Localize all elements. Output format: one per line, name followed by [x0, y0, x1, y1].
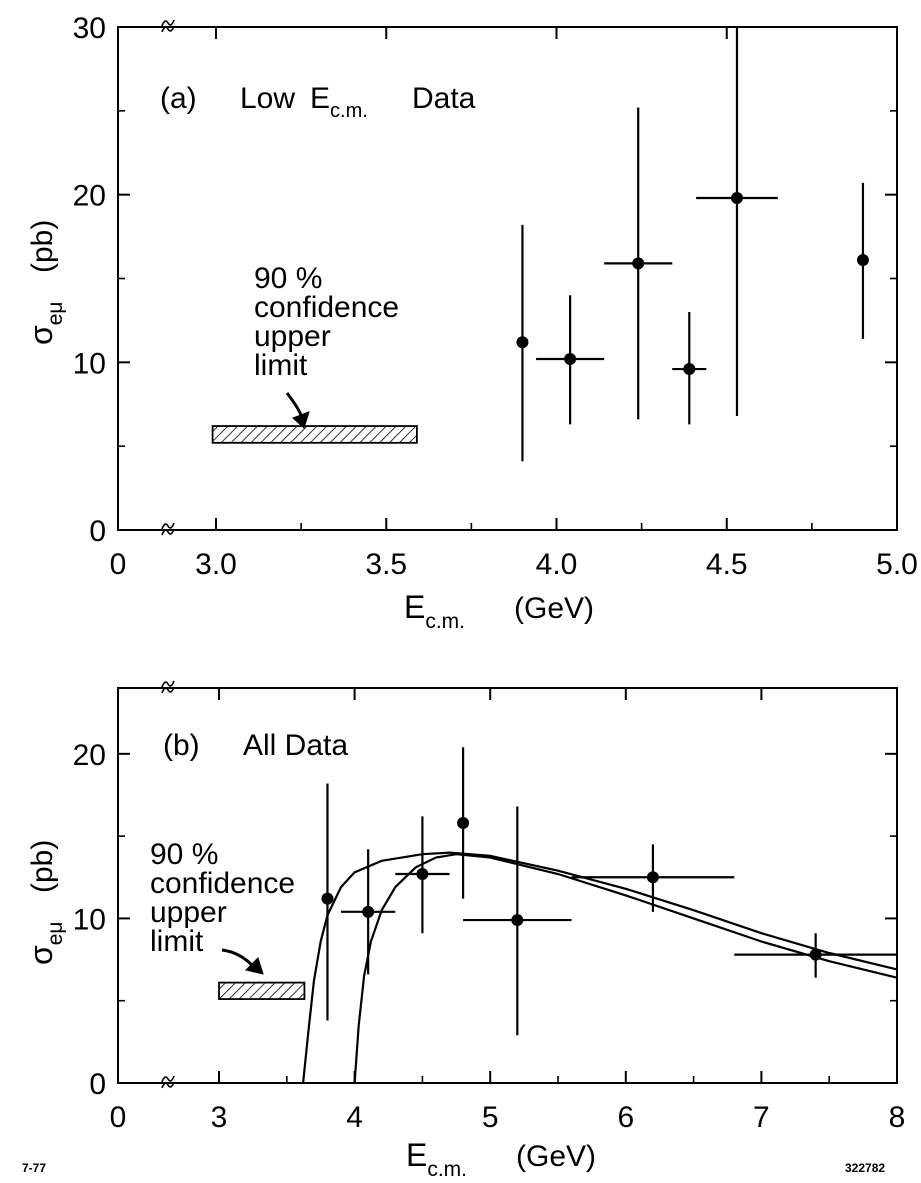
y-axis-unit: (pb) [26, 220, 59, 273]
figure-code-right: 322782 [845, 1161, 885, 1175]
data-point [511, 914, 524, 927]
x-axis-symbol: Ec.m. [404, 589, 465, 633]
y-axis-title: σeμ (pb) [23, 840, 67, 965]
x-origin-label: 0 [110, 1101, 127, 1134]
data-point [683, 363, 696, 376]
x-tick-label: 6 [617, 1101, 634, 1134]
x-tick-label: 5.0 [876, 548, 918, 581]
data-point [646, 871, 659, 884]
upper-limit-text: limit [150, 925, 204, 958]
panel-label: (b) [163, 729, 200, 762]
data-point [564, 352, 577, 365]
y-axis-title: σeμ (pb) [23, 220, 67, 345]
data-point [809, 948, 822, 961]
data-point [856, 254, 869, 267]
figure-code-left: 7-77 [22, 1161, 46, 1175]
x-tick-label: 4.5 [706, 548, 748, 581]
data-point [730, 192, 743, 205]
upper-limit-text: limit [254, 349, 308, 382]
upper-limit-text: 90 % [254, 262, 322, 295]
x-tick-label: 4.0 [536, 548, 578, 581]
panel-title-prefix: Low [240, 82, 295, 115]
upper-limit-arrowhead [245, 957, 264, 975]
data-point [516, 336, 529, 349]
data-point [416, 867, 429, 880]
y-axis-unit: (pb) [26, 840, 59, 893]
upper-limit-box [211, 425, 418, 444]
x-tick-label: 4 [346, 1101, 363, 1134]
panel-a: 3.0 3.5 4.0 4.5 5.0 00 10 20 30 σeμ (pb) Ec.m. (GeV)… [23, 12, 918, 633]
x-tick-label: 3 [211, 1101, 228, 1134]
y-tick-label: 30 [73, 12, 106, 45]
x-tick-label: 8 [889, 1101, 906, 1134]
y-axis-symbol: σeμ [23, 921, 67, 965]
plot-frame [117, 26, 898, 531]
upper-limit-text: upper [254, 320, 331, 353]
axis-break-top [161, 680, 175, 694]
upper-limit-arrowhead [292, 411, 310, 429]
panel-title-suffix: Data [412, 82, 476, 115]
upper-limit-text: upper [150, 896, 227, 929]
data-point [321, 892, 334, 905]
axis-break-bottom [161, 1075, 175, 1089]
y-tick-label: 20 [73, 739, 106, 772]
x-tick-label: 7 [753, 1101, 770, 1134]
y-tick-label: 10 [73, 347, 106, 380]
x-tick-label: 3.5 [365, 548, 407, 581]
data-point [632, 257, 645, 270]
data-point [362, 905, 375, 918]
data-point [457, 816, 470, 829]
upper-limit-arrow [285, 392, 304, 419]
y-tick-label: 0 [89, 515, 106, 548]
axis-break-top [161, 19, 175, 33]
y-tick-label: 20 [73, 180, 106, 213]
x-tick-label: 3.0 [195, 548, 237, 581]
upper-limit-text: confidence [150, 867, 295, 900]
x-axis-unit: (GeV) [514, 592, 594, 625]
upper-limit-box [218, 981, 306, 1000]
panel-title-symbol: Ec.m. [310, 82, 368, 122]
panel-title: All Data [243, 729, 348, 762]
upper-limit-text: confidence [254, 291, 399, 324]
panel-b: 3 4 5 6 7 8 00 10 20 σeμ (pb) Ec.m. (GeV) (b) All Data… [23, 680, 906, 1181]
plot-frame [117, 687, 898, 1084]
x-axis-symbol: Ec.m. [406, 1137, 467, 1181]
axis-break-bottom [161, 522, 175, 536]
panel-label: (a) [160, 82, 197, 115]
y-tick-label: 0 [89, 1068, 106, 1101]
x-axis-unit: (GeV) [516, 1140, 596, 1173]
y-axis-symbol: σeμ [23, 301, 67, 345]
upper-limit-text: 90 % [150, 838, 218, 871]
x-origin-label: 0 [110, 548, 127, 581]
x-tick-label: 5 [482, 1101, 499, 1134]
y-tick-label: 10 [73, 903, 106, 936]
